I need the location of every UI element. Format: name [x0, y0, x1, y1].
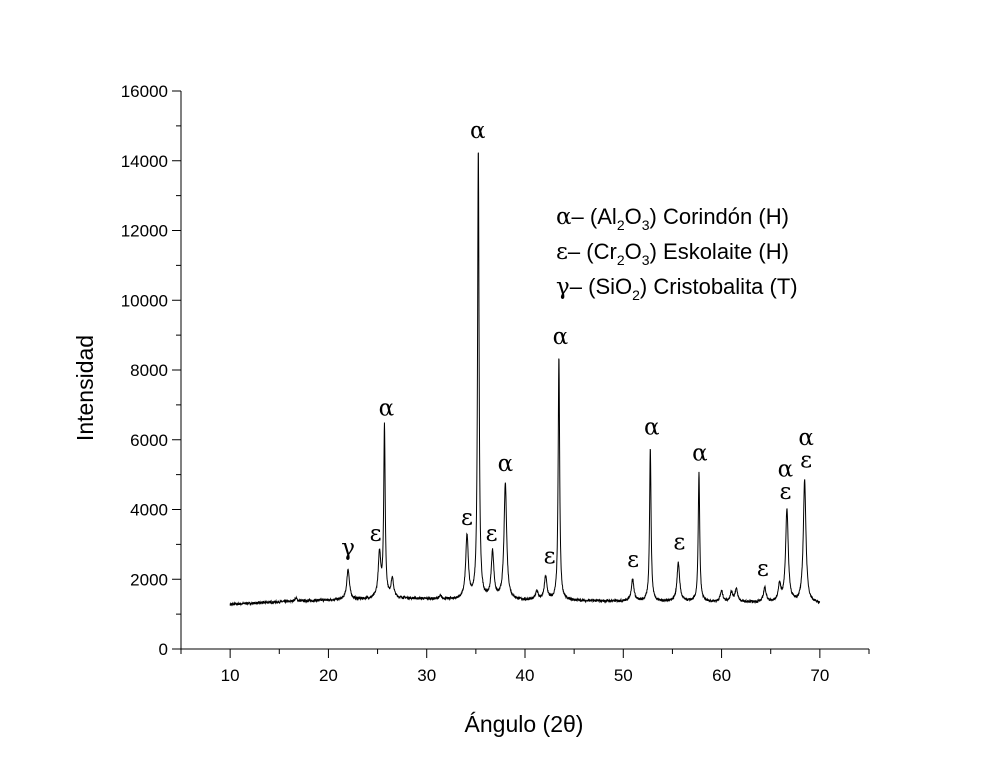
- y-axis-label: Intensidad: [72, 335, 98, 441]
- x-tick-label: 50: [614, 666, 633, 685]
- x-tick-label: 10: [221, 666, 240, 685]
- y-tick-label: 16000: [121, 82, 168, 101]
- y-tick-label: 6000: [130, 431, 168, 450]
- x-axis-label: Ángulo (2θ): [465, 711, 584, 737]
- legend-entry: α– (Al2O3) Corindón (H): [556, 204, 789, 233]
- y-tick-label: 4000: [130, 501, 168, 520]
- alpha-label: α: [498, 451, 514, 477]
- y-tick-label: 0: [159, 640, 168, 659]
- epsilon-label: ε: [461, 505, 473, 531]
- y-tick-label: 2000: [130, 570, 168, 589]
- legend-entry: γ– (SiO2) Cristobalita (T): [556, 274, 798, 303]
- ticks: 10 20 30 40 50 60 70 0 2000 4000 6000 8000 10000 1200…: [121, 82, 870, 685]
- alpha-label: α: [379, 395, 395, 421]
- y-tick-label: 12000: [121, 222, 168, 241]
- legend: α– (Al2O3) Corindón (H) ε– (Cr2O3) Eskol…: [556, 204, 798, 303]
- epsilon-label: ε: [627, 547, 639, 573]
- alpha-label: α: [644, 415, 660, 441]
- alpha-label: α: [470, 118, 486, 144]
- epsilon-label: ε: [486, 521, 498, 547]
- x-tick-label: 30: [417, 666, 436, 685]
- epsilon-label: ε: [757, 556, 769, 582]
- y-tick-label: 14000: [121, 152, 168, 171]
- epsilon-label: ε: [673, 530, 685, 556]
- epsilon-label: ε: [544, 544, 556, 570]
- alpha-label: α: [692, 441, 708, 467]
- x-tick-label: 40: [516, 666, 535, 685]
- x-tick-label: 20: [319, 666, 338, 685]
- alpha-label: α: [778, 456, 794, 482]
- epsilon-label: ε: [779, 479, 791, 505]
- alpha-label: α: [553, 324, 569, 350]
- x-tick-label: 70: [810, 666, 829, 685]
- alpha-label: α: [798, 425, 814, 451]
- x-tick-label: 60: [712, 666, 731, 685]
- diffraction-line: [229, 152, 821, 607]
- epsilon-label: ε: [370, 521, 382, 547]
- epsilon-label: ε: [800, 448, 812, 474]
- y-tick-label: 8000: [130, 361, 168, 380]
- y-tick-label: 10000: [121, 291, 168, 310]
- legend-entry: ε– (Cr2O3) Eskolaite (H): [556, 239, 789, 268]
- gamma-label: γ: [341, 535, 355, 561]
